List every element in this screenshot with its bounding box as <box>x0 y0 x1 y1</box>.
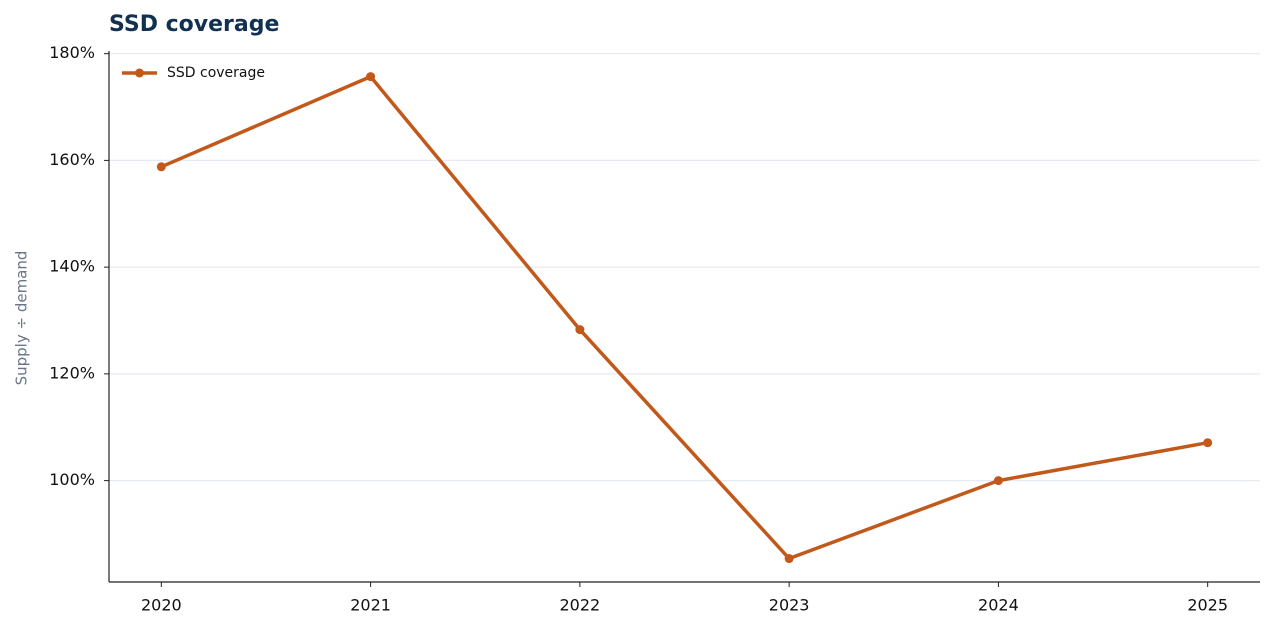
x-tick-label: 2021 <box>350 596 391 615</box>
line <box>160 74 1208 561</box>
marker <box>575 325 585 335</box>
legend-label: SSD coverage <box>167 65 265 81</box>
marker <box>993 476 1003 486</box>
marker <box>1203 438 1213 448</box>
marker <box>156 162 166 172</box>
marker <box>784 554 794 564</box>
y-tick-label: 180% <box>49 43 95 62</box>
x-tick-label: 2022 <box>560 596 601 615</box>
x-tick-label: 2024 <box>978 596 1019 615</box>
x-tick-label: 2020 <box>141 596 182 615</box>
y-tick-label: 120% <box>49 363 95 382</box>
marker <box>366 72 376 82</box>
legend-marker <box>135 68 144 78</box>
x-tick-label: 2025 <box>1187 596 1228 615</box>
x-tick-label: 2023 <box>769 596 810 615</box>
y-tick-label: 100% <box>49 470 95 489</box>
y-tick-label: 140% <box>49 257 95 276</box>
y-tick-label: 160% <box>49 150 95 169</box>
y-axis-label: Supply ÷ demand <box>13 251 31 386</box>
chart-title: SSD coverage <box>109 12 279 37</box>
